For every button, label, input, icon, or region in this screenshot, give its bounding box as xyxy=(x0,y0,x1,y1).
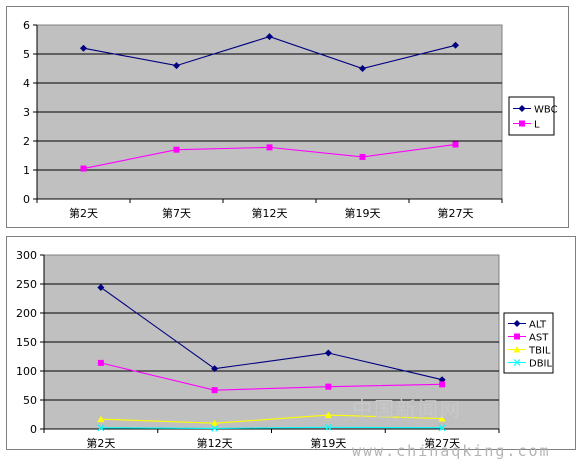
y-tick-label: 250 xyxy=(16,278,37,291)
y-tick-label: 2 xyxy=(23,135,30,148)
x-tick-label: 第12天 xyxy=(252,206,288,220)
data-point-l xyxy=(266,144,273,151)
data-point-ast xyxy=(97,359,104,366)
legend-box xyxy=(508,96,555,136)
series-line-alt xyxy=(100,287,443,381)
data-point-tbil xyxy=(324,411,332,419)
y-tick-label: 4 xyxy=(23,77,30,90)
series-line-ast xyxy=(100,362,443,391)
x-tick-label: 第27天 xyxy=(424,436,460,450)
data-point-wbc xyxy=(452,41,459,49)
x-tick-label: 第27天 xyxy=(438,206,474,220)
data-point-l xyxy=(80,165,87,172)
legend-label: TBIL xyxy=(528,346,551,357)
y-tick-label: 300 xyxy=(16,249,37,262)
data-point-tbil xyxy=(211,419,219,427)
legend-marker xyxy=(513,346,521,353)
legend-label: L xyxy=(534,120,540,131)
y-tick-label: 6 xyxy=(23,19,30,32)
legend-marker xyxy=(514,333,520,340)
data-point-l xyxy=(359,153,366,160)
data-point-dbil xyxy=(324,423,332,431)
data-point-alt xyxy=(97,283,105,291)
data-point-wbc xyxy=(173,62,180,70)
x-tick-label: 第12天 xyxy=(197,436,233,450)
data-point-tbil xyxy=(438,415,446,422)
y-tick-label: 5 xyxy=(23,48,30,61)
chart-panel-liver-function: 0 50 100 150 200 250 300 第2天 第12天 第19天 第27天 ALT AST T… xyxy=(6,236,576,450)
data-point-l xyxy=(452,141,459,148)
x-tick-label: 第2天 xyxy=(86,436,115,450)
data-point-alt xyxy=(438,376,446,384)
data-point-l xyxy=(173,146,180,153)
legend-label: DBIL xyxy=(529,359,553,370)
data-point-ast xyxy=(439,381,446,388)
data-point-dbil xyxy=(97,424,105,432)
y-tick-label: 0 xyxy=(23,193,30,206)
data-point-dbil xyxy=(211,424,219,432)
watermark-text: 中国新闻网 xyxy=(352,397,462,421)
y-tick-label: 150 xyxy=(16,336,37,349)
chart-liver-function: 0 50 100 150 200 250 300 第2天 第12天 第19天 第27天 ALT AST T… xyxy=(16,249,554,450)
legend-marker xyxy=(513,359,521,366)
watermark-url: www.chinaqking.com xyxy=(352,442,551,460)
chart-blood-count: 0 1 2 3 4 5 6 第2天 第7天 第12天 第19天 第27天 WBC L xyxy=(23,19,558,220)
y-tick-label: 0 xyxy=(30,423,37,436)
series-line-dbil xyxy=(100,426,443,429)
x-tick-label: 第2天 xyxy=(69,206,98,220)
legend-marker xyxy=(518,105,526,112)
legend-marker xyxy=(513,320,521,327)
data-point-alt xyxy=(324,349,332,357)
data-point-dbil xyxy=(438,424,446,432)
y-tick-label: 3 xyxy=(23,106,30,119)
y-tick-label: 200 xyxy=(16,307,37,320)
y-tick-label: 1 xyxy=(23,164,30,177)
x-tick-label: 第19天 xyxy=(345,206,381,220)
series-line-tbil xyxy=(100,414,443,424)
legend-marker xyxy=(519,120,525,127)
x-tick-label: 第7天 xyxy=(162,206,191,220)
y-tick-label: 50 xyxy=(23,394,37,407)
chart-panel-blood-count: 0 1 2 3 4 5 6 第2天 第7天 第12天 第19天 第27天 WBC L xyxy=(6,6,569,228)
data-point-wbc xyxy=(266,33,273,41)
data-point-ast xyxy=(211,387,218,394)
x-tick-label: 第19天 xyxy=(310,436,346,450)
y-tick-label: 100 xyxy=(16,365,37,378)
data-point-wbc xyxy=(359,65,366,72)
legend-label: AST xyxy=(529,333,549,344)
data-point-wbc xyxy=(80,44,87,52)
data-point-tbil xyxy=(97,415,105,423)
data-point-ast xyxy=(325,383,332,390)
legend-label: ALT xyxy=(529,320,547,331)
legend-label: WBC xyxy=(534,105,558,116)
data-point-alt xyxy=(211,365,219,373)
